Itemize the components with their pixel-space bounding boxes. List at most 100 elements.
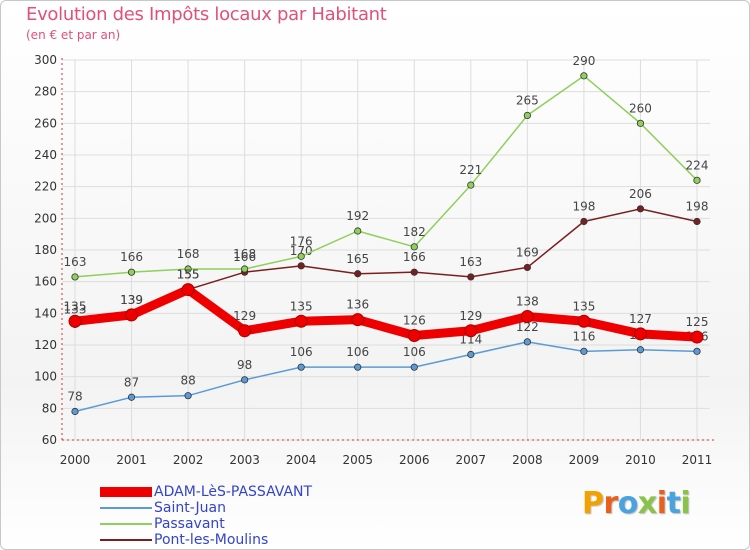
series-line-pont-les-moulins bbox=[74, 208, 698, 326]
data-label-pont-les-moulins: 206 bbox=[629, 187, 652, 201]
data-label-saint-juan: 98 bbox=[237, 358, 252, 372]
data-label-passavant: 221 bbox=[459, 163, 482, 177]
data-label-adam-l-s-passavant: 138 bbox=[516, 295, 539, 309]
data-label-passavant: 192 bbox=[346, 209, 369, 223]
data-label-saint-juan: 106 bbox=[346, 345, 369, 359]
data-label-saint-juan: 87 bbox=[124, 375, 139, 389]
data-point-adam-l-s-passavant bbox=[520, 310, 534, 323]
y-tick-label: 280 bbox=[34, 85, 57, 99]
data-label-adam-l-s-passavant: 136 bbox=[346, 298, 369, 312]
data-label-passavant: 260 bbox=[629, 101, 652, 115]
data-point-saint-juan bbox=[241, 376, 249, 384]
data-label-passavant: 265 bbox=[516, 93, 539, 107]
data-point-passavant bbox=[184, 265, 192, 273]
data-point-passavant bbox=[71, 273, 79, 281]
series-line-passavant bbox=[74, 75, 698, 278]
x-tick-label: 2005 bbox=[342, 453, 373, 467]
data-point-adam-l-s-passavant bbox=[407, 329, 421, 342]
x-tick-label: 2004 bbox=[286, 453, 317, 467]
data-label-adam-l-s-passavant: 129 bbox=[459, 309, 482, 323]
legend-label-pont-les-moulins: Pont-les-Moulins bbox=[154, 532, 269, 548]
data-label-saint-juan: 78 bbox=[67, 390, 82, 404]
data-label-pont-les-moulins: 166 bbox=[403, 250, 426, 264]
legend-label-adam: ADAM-LèS-PASSAVANT bbox=[154, 484, 313, 500]
data-label-adam-l-s-passavant: 126 bbox=[403, 314, 426, 328]
data-label-pont-les-moulins: 139 bbox=[120, 293, 143, 307]
x-tick-label: 2002 bbox=[173, 453, 204, 467]
data-label-adam-l-s-passavant: 139 bbox=[120, 293, 143, 307]
data-point-saint-juan bbox=[693, 347, 701, 355]
y-tick-label: 240 bbox=[34, 148, 57, 162]
data-point-pont-les-moulins bbox=[410, 268, 418, 276]
data-point-adam-l-s-passavant bbox=[238, 324, 252, 338]
y-tick-label: 60 bbox=[42, 433, 57, 447]
data-point-saint-juan bbox=[71, 407, 79, 416]
data-label-adam-l-s-passavant: 135 bbox=[572, 299, 595, 313]
data-label-adam-l-s-passavant: 135 bbox=[64, 299, 87, 313]
data-label-passavant: 290 bbox=[572, 54, 595, 68]
data-point-adam-l-s-passavant bbox=[464, 324, 478, 338]
data-label-passavant: 168 bbox=[177, 247, 200, 261]
data-label-saint-juan: 114 bbox=[459, 333, 482, 347]
y-tick-label: 300 bbox=[34, 53, 57, 67]
data-point-adam-l-s-passavant bbox=[577, 314, 591, 328]
x-tick-label: 2010 bbox=[625, 453, 656, 467]
data-label-adam-l-s-passavant: 155 bbox=[177, 268, 200, 282]
data-point-passavant bbox=[523, 111, 531, 120]
data-point-adam-l-s-passavant bbox=[294, 314, 308, 328]
data-label-adam-l-s-passavant: 127 bbox=[629, 312, 652, 326]
y-tick-label: 140 bbox=[34, 306, 57, 320]
x-tick-label: 2006 bbox=[399, 453, 430, 467]
data-label-passavant: 182 bbox=[403, 225, 426, 239]
y-tick-label: 200 bbox=[34, 211, 57, 225]
data-label-passavant: 168 bbox=[233, 247, 256, 261]
data-point-adam-l-s-passavant bbox=[633, 327, 647, 341]
chart-subtitle: (en € et par an) bbox=[26, 28, 121, 42]
y-tick-label: 260 bbox=[34, 116, 57, 130]
series-line-adam-l-s-passavant bbox=[70, 285, 702, 342]
legend-label-saint-juan: Saint-Juan bbox=[154, 500, 227, 516]
x-tick-label: 2009 bbox=[569, 453, 600, 467]
data-point-passavant bbox=[354, 227, 362, 235]
data-point-pont-les-moulins bbox=[523, 263, 531, 272]
data-label-pont-les-moulins: 166 bbox=[233, 250, 256, 264]
series-line-saint-juan bbox=[74, 341, 698, 413]
legend-swatch-pont-les-moulins bbox=[100, 539, 152, 541]
data-point-pont-les-moulins bbox=[297, 262, 305, 270]
data-point-adam-l-s-passavant bbox=[690, 330, 704, 344]
data-point-adam-l-s-passavant bbox=[125, 308, 139, 322]
data-label-pont-les-moulins: 198 bbox=[572, 200, 595, 214]
data-label-saint-juan: 116 bbox=[572, 329, 595, 343]
y-tick-label: 180 bbox=[34, 243, 57, 257]
x-tick-label: 2011 bbox=[682, 453, 713, 467]
data-label-passavant: 224 bbox=[686, 158, 709, 172]
x-tick-label: 2003 bbox=[229, 453, 260, 467]
data-label-saint-juan: 106 bbox=[403, 345, 426, 359]
data-point-passavant bbox=[693, 176, 701, 184]
data-label-passavant: 176 bbox=[290, 234, 313, 248]
data-label-saint-juan: 106 bbox=[290, 345, 313, 359]
data-label-passavant: 163 bbox=[64, 255, 87, 269]
data-label-saint-juan: 122 bbox=[516, 320, 539, 334]
data-label-passavant: 166 bbox=[120, 250, 143, 264]
x-tick-label: 2001 bbox=[116, 453, 147, 467]
data-point-pont-les-moulins bbox=[580, 217, 588, 226]
data-point-passavant bbox=[580, 72, 588, 80]
legend-swatch-saint-juan bbox=[100, 507, 152, 509]
y-tick-label: 160 bbox=[34, 275, 57, 289]
data-point-passavant bbox=[297, 252, 305, 260]
y-tick-label: 100 bbox=[34, 370, 57, 384]
data-point-pont-les-moulins bbox=[693, 217, 701, 226]
legend-swatch-adam bbox=[100, 487, 152, 497]
x-tick-label: 2008 bbox=[512, 453, 543, 467]
data-label-adam-l-s-passavant: 129 bbox=[233, 309, 256, 323]
data-point-passavant bbox=[241, 265, 249, 273]
data-label-adam-l-s-passavant: 135 bbox=[290, 299, 313, 313]
data-point-passavant bbox=[636, 119, 645, 127]
y-tick-label: 220 bbox=[34, 180, 57, 194]
data-point-passavant bbox=[127, 268, 136, 276]
data-point-saint-juan bbox=[467, 350, 475, 359]
data-point-saint-juan bbox=[297, 363, 305, 371]
data-label-pont-les-moulins: 198 bbox=[686, 200, 709, 214]
